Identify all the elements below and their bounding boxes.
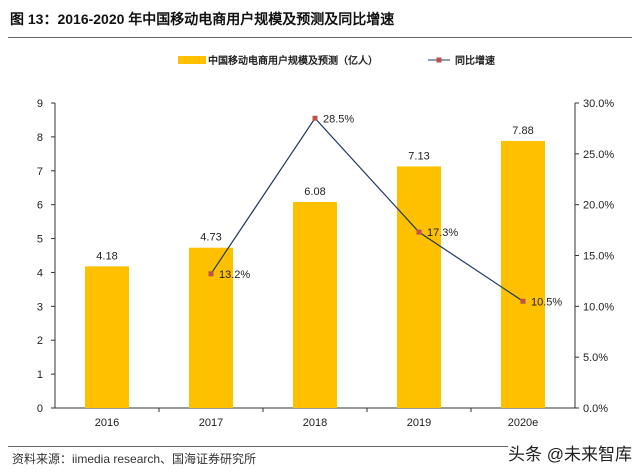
source-note: 资料来源：iimedia research、国海证券研究所 <box>12 452 257 466</box>
growth-data-label: 28.5% <box>323 113 354 125</box>
bar-data-label: 4.73 <box>200 232 221 244</box>
right-tick-label: 15.0% <box>583 251 614 263</box>
x-tick-label: 2019 <box>407 417 431 429</box>
growth-line <box>210 117 524 302</box>
right-tick-label: 10.0% <box>583 301 614 313</box>
footer-divider <box>8 446 508 447</box>
right-tick-label: 20.0% <box>583 200 614 212</box>
right-tick-label: 25.0% <box>583 149 614 161</box>
left-tick-label: 6 <box>37 200 43 212</box>
left-tick-label: 8 <box>37 132 43 144</box>
right-tick-label: 30.0% <box>583 98 614 110</box>
x-tick-label: 2017 <box>199 417 223 429</box>
left-tick-label: 1 <box>37 369 43 381</box>
growth-data-label: 13.2% <box>219 269 250 281</box>
bar-data-label: 4.18 <box>96 250 117 262</box>
left-tick-label: 2 <box>37 335 43 347</box>
growth-marker <box>208 271 214 277</box>
chart-title: 图 13：2016-2020 年中国移动电商用户规模及预测及同比增速 <box>10 11 395 27</box>
bar <box>501 140 545 408</box>
legend-bar-label: 中国移动电商用户规模及预测（亿人） <box>208 54 378 67</box>
x-tick-label: 2018 <box>303 417 327 429</box>
left-tick-label: 4 <box>37 267 43 279</box>
x-tick-label: 2020e <box>508 417 539 429</box>
growth-data-label: 10.5% <box>531 296 562 308</box>
left-tick-label: 7 <box>37 166 43 178</box>
left-tick-label: 5 <box>37 234 43 246</box>
left-tick-label: 3 <box>37 301 43 313</box>
x-tick-label: 2016 <box>95 417 119 429</box>
growth-marker <box>312 115 318 121</box>
legend-line-marker <box>436 57 442 63</box>
legend-line-label: 同比增速 <box>455 54 495 67</box>
growth-data-label: 17.3% <box>427 227 458 239</box>
left-tick-label: 9 <box>37 98 43 110</box>
right-tick-label: 5.0% <box>583 352 608 364</box>
left-tick-label: 0 <box>37 403 43 415</box>
bar-data-label: 6.08 <box>304 186 325 198</box>
growth-marker <box>416 229 422 235</box>
title-divider <box>8 37 632 38</box>
right-tick-label: 0.0% <box>583 403 608 415</box>
bar <box>293 201 337 408</box>
watermark: 头条 @未来智库 <box>508 445 632 464</box>
legend-bar-swatch <box>178 56 206 64</box>
bar-data-label: 7.88 <box>512 125 533 137</box>
bar <box>397 166 441 408</box>
bar <box>85 266 129 408</box>
bar-data-label: 7.13 <box>408 150 429 162</box>
growth-marker <box>520 298 526 304</box>
